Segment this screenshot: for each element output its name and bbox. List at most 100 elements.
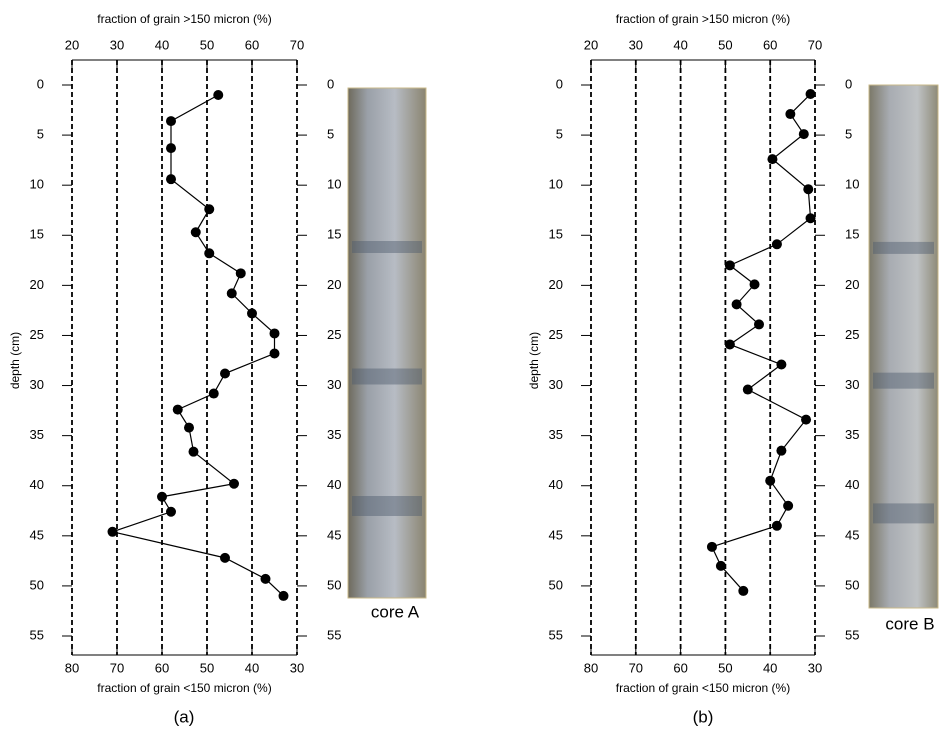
y-tick-label-right: 0 (845, 76, 852, 91)
x-tick-label-top: 70 (290, 37, 304, 52)
y-tick-label-left: 15 (30, 227, 44, 242)
y-tick-label-left: 40 (549, 477, 563, 492)
core-band (352, 496, 422, 516)
core-label: core A (371, 602, 420, 621)
y-tick-label-left: 0 (37, 76, 44, 91)
data-point (771, 239, 782, 250)
data-point (715, 560, 726, 571)
data-point (742, 384, 753, 395)
data-point (166, 116, 176, 127)
core-label: core B (885, 614, 934, 633)
x-tick-label-top: 40 (155, 37, 169, 52)
x-tick-label-top: 30 (110, 37, 124, 52)
core-band (352, 241, 422, 253)
y-tick-label-right: 55 (845, 627, 859, 642)
y-tick-label-right: 10 (327, 177, 341, 192)
data-point (269, 348, 280, 359)
y-tick-label-left: 30 (30, 377, 44, 392)
x-tick-label-bottom: 80 (584, 660, 598, 675)
data-line (110, 94, 284, 597)
x-axis-title-top: fraction of grain >150 micron (%) (616, 12, 790, 26)
y-tick-label-right: 30 (845, 377, 859, 392)
core-band (873, 241, 934, 254)
data-point (785, 109, 796, 120)
y-tick-label-right: 5 (845, 127, 852, 142)
data-point (166, 143, 176, 154)
x-tick-label-top: 50 (718, 37, 732, 52)
x-tick-label-bottom: 50 (200, 660, 214, 675)
x-tick-label-bottom: 40 (245, 660, 259, 675)
x-tick-label-bottom: 70 (110, 660, 124, 675)
y-tick-label-left: 5 (556, 127, 563, 142)
y-tick-label-left: 30 (549, 377, 563, 392)
data-point (188, 446, 199, 457)
data-point (767, 154, 778, 165)
y-tick-label-right: 45 (845, 527, 859, 542)
y-tick-label-right: 25 (845, 327, 859, 342)
panel-label: (a) (174, 707, 195, 726)
data-point (226, 288, 237, 299)
y-tick-label-left: 15 (549, 227, 563, 242)
data-line (711, 93, 812, 592)
data-point (260, 573, 271, 584)
y-tick-label-right: 40 (327, 477, 341, 492)
data-point (229, 478, 239, 489)
data-point (208, 388, 219, 399)
y-tick-label-left: 45 (549, 527, 563, 542)
x-tick-label-bottom: 70 (629, 660, 643, 675)
data-point (172, 404, 183, 415)
data-point (184, 422, 194, 433)
data-point (749, 279, 760, 290)
y-axis-title: depth (cm) (8, 332, 22, 389)
y-tick-label-right: 25 (327, 327, 341, 342)
data-point (706, 541, 717, 552)
x-tick-label-top: 30 (629, 37, 643, 52)
data-point (776, 359, 787, 370)
data-point (235, 268, 246, 279)
data-point (220, 552, 230, 563)
y-tick-label-right: 30 (327, 377, 341, 392)
core-band (352, 368, 422, 385)
x-tick-label-bottom: 40 (763, 660, 777, 675)
y-tick-label-right: 15 (327, 227, 341, 242)
core-photo (868, 84, 939, 609)
data-point (278, 590, 289, 601)
data-point (731, 299, 742, 310)
data-point (190, 227, 201, 238)
data-point (754, 319, 764, 330)
y-tick-label-right: 55 (327, 627, 341, 642)
y-tick-label-right: 50 (845, 577, 859, 592)
y-tick-label-left: 20 (30, 277, 44, 292)
x-tick-label-top: 70 (808, 37, 822, 52)
y-tick-label-left: 20 (549, 277, 563, 292)
y-tick-label-right: 0 (327, 76, 334, 91)
x-axis-title-bottom: fraction of grain <150 micron (%) (97, 681, 271, 695)
y-tick-label-left: 0 (556, 76, 563, 91)
core-band (873, 372, 934, 389)
data-point (269, 328, 280, 339)
y-tick-label-left: 10 (549, 177, 563, 192)
x-tick-label-top: 60 (763, 37, 777, 52)
core-band (873, 503, 934, 524)
x-tick-label-bottom: 50 (718, 660, 732, 675)
x-tick-label-bottom: 30 (290, 660, 304, 675)
y-tick-label-left: 35 (30, 427, 44, 442)
y-tick-label-right: 10 (845, 177, 859, 192)
data-point (805, 89, 816, 100)
data-point (798, 129, 809, 140)
data-point (805, 213, 816, 224)
data-point (157, 491, 167, 502)
y-tick-label-right: 35 (845, 427, 859, 442)
y-tick-label-right: 20 (327, 277, 341, 292)
y-tick-label-left: 50 (549, 577, 563, 592)
y-tick-label-right: 15 (845, 227, 859, 242)
data-point (166, 506, 176, 517)
y-tick-label-left: 55 (549, 627, 563, 642)
data-point (213, 90, 224, 101)
x-tick-label-bottom: 80 (65, 660, 79, 675)
x-tick-label-top: 40 (673, 37, 687, 52)
data-point (204, 248, 215, 259)
data-point (801, 414, 812, 425)
